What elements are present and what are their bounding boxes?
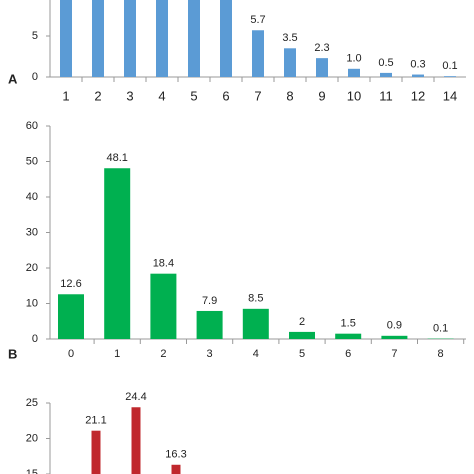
- x-tick-label: 6: [345, 348, 351, 360]
- x-tick-label: 7: [391, 348, 397, 360]
- x-tick-label: 3: [207, 348, 213, 360]
- bar: [171, 464, 181, 474]
- data-label: 24.4: [125, 391, 146, 403]
- x-tick-label: 2: [94, 88, 101, 103]
- bar: [348, 68, 360, 77]
- y-tick-label: 50: [26, 155, 38, 167]
- data-label: 0.5: [378, 57, 393, 69]
- bar: [381, 335, 408, 339]
- x-tick-label: 4: [253, 348, 259, 360]
- x-tick-label: 8: [438, 348, 444, 360]
- data-label: 16.3: [165, 449, 186, 461]
- x-tick-label: 8: [286, 88, 293, 103]
- y-tick-label: 10: [26, 297, 38, 309]
- bar: [284, 48, 296, 77]
- x-tick-label: 7: [254, 88, 261, 103]
- x-tick-label: 5: [190, 88, 197, 103]
- data-label: 48.1: [106, 152, 127, 164]
- bar: [444, 76, 456, 77]
- bar: [104, 168, 131, 339]
- y-tick-label: 30: [26, 226, 38, 238]
- panel-label: B: [8, 346, 17, 361]
- x-tick-label: 14: [443, 88, 457, 103]
- x-tick-label: 5: [299, 348, 305, 360]
- y-tick-label: 0: [32, 71, 38, 83]
- data-label: 18.4: [153, 258, 174, 270]
- bar: [150, 273, 177, 339]
- bar: [188, 0, 200, 77]
- x-tick-label: 10: [347, 88, 361, 103]
- data-label: 0.9: [387, 320, 402, 332]
- x-tick-label: 1: [62, 88, 69, 103]
- y-tick-label: 5: [32, 30, 38, 42]
- bar: [58, 294, 84, 339]
- x-tick-label: 3: [126, 88, 133, 103]
- bar: [380, 72, 392, 77]
- data-label: 2: [299, 316, 305, 328]
- y-tick-label: 15: [26, 468, 38, 474]
- data-label: 1.5: [341, 318, 356, 330]
- data-label: 0.3: [410, 58, 425, 70]
- y-tick-label: 0: [32, 333, 38, 345]
- panel-label: A: [8, 71, 18, 86]
- bar: [220, 0, 232, 77]
- bar: [412, 74, 424, 77]
- bar: [92, 0, 104, 77]
- bar: [156, 0, 168, 77]
- y-tick-label: 20: [26, 262, 38, 274]
- data-label: 2.3: [314, 42, 329, 54]
- x-tick-label: 12: [411, 88, 425, 103]
- y-tick-label: 25: [26, 397, 38, 409]
- bar: [252, 30, 264, 77]
- x-tick-label: 6: [222, 88, 229, 103]
- bar: [242, 308, 269, 339]
- x-tick-label: 0: [68, 348, 74, 360]
- bar: [131, 407, 141, 474]
- x-tick-label: 9: [318, 88, 325, 103]
- data-label: 21.1: [85, 415, 106, 427]
- bar: [196, 310, 223, 339]
- data-label: 5.7: [250, 14, 265, 26]
- bar: [316, 58, 328, 77]
- bar: [60, 0, 72, 77]
- bar: [124, 0, 136, 77]
- y-tick-label: 40: [26, 191, 38, 203]
- data-label: 3.5: [282, 32, 297, 44]
- x-tick-label: 1: [114, 348, 120, 360]
- data-label: 0.1: [442, 60, 457, 72]
- x-tick-label: 11: [379, 88, 393, 103]
- data-label: 0.1: [433, 323, 448, 335]
- data-label: 1.0: [346, 53, 361, 65]
- data-label: 8.5: [248, 293, 263, 305]
- bar: [289, 331, 315, 339]
- y-tick-label: 60: [26, 120, 38, 132]
- bar: [335, 333, 362, 339]
- x-tick-label: 2: [160, 348, 166, 360]
- data-label: 7.9: [202, 295, 217, 307]
- data-label: 12.6: [60, 278, 81, 290]
- bar: [91, 430, 101, 474]
- y-tick-label: 20: [26, 432, 38, 444]
- x-tick-label: 4: [158, 88, 165, 103]
